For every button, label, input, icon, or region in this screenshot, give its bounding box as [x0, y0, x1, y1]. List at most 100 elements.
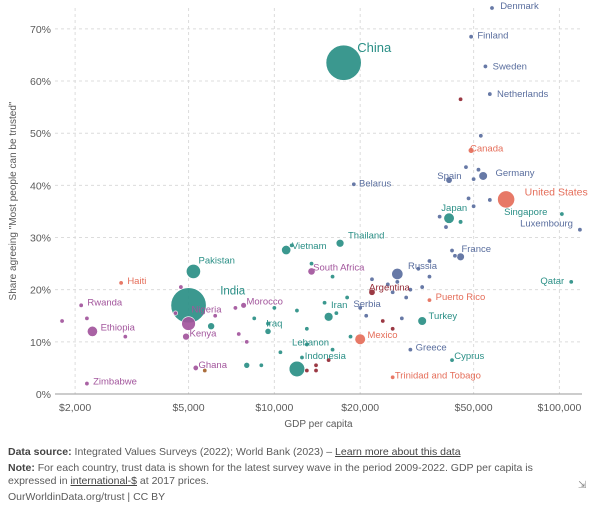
- point-unlabeled[interactable]: [407, 287, 413, 293]
- point-unlabeled[interactable]: [426, 274, 432, 280]
- point-unlabeled[interactable]: [415, 266, 421, 272]
- point-unlabeled[interactable]: [426, 258, 432, 264]
- point-pakistan[interactable]: [185, 263, 201, 279]
- point-unlabeled[interactable]: [487, 197, 493, 203]
- point-trinidad-and-tobago[interactable]: [390, 374, 396, 380]
- point-zimbabwe[interactable]: [84, 381, 90, 387]
- point-south-africa[interactable]: [307, 267, 316, 276]
- point-unlabeled[interactable]: [390, 326, 396, 332]
- point-unlabeled[interactable]: [330, 274, 336, 280]
- point-japan[interactable]: [443, 212, 455, 224]
- point-russia[interactable]: [391, 268, 404, 280]
- point-mexico[interactable]: [354, 333, 366, 345]
- point-lebanon[interactable]: [304, 341, 310, 347]
- point-unlabeled[interactable]: [59, 318, 65, 324]
- point-unlabeled[interactable]: [394, 279, 400, 285]
- point-luxembourg[interactable]: [577, 227, 583, 233]
- point-netherlands[interactable]: [487, 91, 493, 97]
- point-unlabeled[interactable]: [265, 321, 271, 327]
- point-unlabeled[interactable]: [322, 300, 328, 306]
- point-unlabeled[interactable]: [458, 219, 464, 225]
- point-unlabeled[interactable]: [443, 224, 449, 230]
- point-unlabeled[interactable]: [399, 315, 405, 321]
- point-china[interactable]: [325, 44, 362, 81]
- point-unlabeled[interactable]: [202, 368, 208, 374]
- point-kenya[interactable]: [182, 332, 190, 341]
- point-unlabeled[interactable]: [232, 305, 238, 311]
- point-unlabeled[interactable]: [475, 167, 481, 173]
- point-unlabeled[interactable]: [309, 261, 315, 267]
- learn-more-link[interactable]: Learn more about this data: [335, 446, 461, 458]
- point-germany[interactable]: [478, 171, 488, 181]
- point-qatar[interactable]: [568, 279, 574, 285]
- point-canada[interactable]: [467, 147, 475, 154]
- point-unlabeled[interactable]: [304, 368, 310, 374]
- point-unlabeled[interactable]: [344, 294, 350, 300]
- point-unlabeled[interactable]: [243, 362, 251, 369]
- point-unlabeled[interactable]: [449, 248, 455, 254]
- point-argentina[interactable]: [368, 288, 376, 296]
- point-unlabeled[interactable]: [326, 357, 332, 363]
- point-unlabeled[interactable]: [348, 334, 354, 340]
- point-finland[interactable]: [468, 34, 474, 40]
- point-denmark[interactable]: [489, 5, 495, 11]
- point-thailand[interactable]: [335, 239, 345, 248]
- point-unlabeled[interactable]: [304, 326, 310, 332]
- point-nigeria[interactable]: [181, 316, 196, 331]
- point-unlabeled[interactable]: [403, 294, 409, 300]
- point-ghana[interactable]: [192, 364, 199, 371]
- point-puerto-rico[interactable]: [426, 297, 432, 303]
- point-unlabeled[interactable]: [471, 203, 477, 209]
- point-unlabeled[interactable]: [173, 310, 179, 316]
- point-unlabeled[interactable]: [244, 339, 250, 345]
- point-unlabeled[interactable]: [478, 133, 484, 139]
- international-dollar-link[interactable]: international-$: [70, 475, 137, 487]
- point-haiti[interactable]: [118, 280, 124, 286]
- point-unlabeled[interactable]: [437, 214, 443, 220]
- credit-text[interactable]: OurWorldinData.org/trust | CC BY: [8, 491, 166, 503]
- point-unlabeled[interactable]: [419, 284, 425, 290]
- point-unlabeled[interactable]: [207, 322, 215, 330]
- point-unlabeled[interactable]: [178, 284, 184, 290]
- point-serbia[interactable]: [357, 305, 363, 311]
- point-ethiopia[interactable]: [86, 325, 98, 337]
- point-belarus[interactable]: [351, 181, 357, 187]
- point-iraq[interactable]: [264, 328, 272, 335]
- point-unlabeled[interactable]: [251, 315, 257, 321]
- point-spain[interactable]: [445, 176, 453, 184]
- expand-icon[interactable]: ⇲: [578, 480, 587, 491]
- point-unlabeled[interactable]: [212, 313, 218, 319]
- point-unlabeled[interactable]: [122, 334, 128, 340]
- point-morocco[interactable]: [240, 302, 247, 309]
- point-unlabeled[interactable]: [299, 354, 305, 360]
- point-turkey[interactable]: [417, 316, 427, 326]
- point-unlabeled[interactable]: [452, 253, 458, 259]
- point-unlabeled[interactable]: [390, 289, 396, 295]
- point-unlabeled[interactable]: [463, 164, 469, 170]
- point-unlabeled[interactable]: [330, 347, 336, 353]
- point-unlabeled[interactable]: [471, 176, 477, 182]
- point-singapore[interactable]: [559, 211, 565, 217]
- point-greece[interactable]: [407, 347, 413, 353]
- point-unlabeled[interactable]: [277, 349, 283, 355]
- point-indonesia[interactable]: [288, 360, 306, 378]
- point-unlabeled[interactable]: [380, 318, 386, 324]
- point-unlabeled[interactable]: [363, 313, 369, 319]
- point-cyprus[interactable]: [449, 357, 455, 363]
- point-unlabeled[interactable]: [458, 96, 464, 102]
- point-unlabeled[interactable]: [84, 315, 90, 321]
- point-unlabeled[interactable]: [466, 195, 472, 201]
- point-unlabeled[interactable]: [236, 331, 242, 337]
- point-unlabeled[interactable]: [369, 276, 375, 282]
- point-unlabeled[interactable]: [333, 310, 339, 316]
- point-unlabeled[interactable]: [289, 242, 295, 248]
- point-unlabeled[interactable]: [313, 362, 319, 368]
- point-vietnam[interactable]: [281, 245, 292, 255]
- point-unlabeled[interactable]: [313, 368, 319, 374]
- point-sweden[interactable]: [482, 63, 488, 69]
- point-unlabeled[interactable]: [258, 362, 264, 368]
- point-unlabeled[interactable]: [271, 305, 277, 311]
- point-iran[interactable]: [323, 312, 334, 322]
- point-united-states[interactable]: [497, 190, 515, 209]
- point-unlabeled[interactable]: [294, 308, 300, 314]
